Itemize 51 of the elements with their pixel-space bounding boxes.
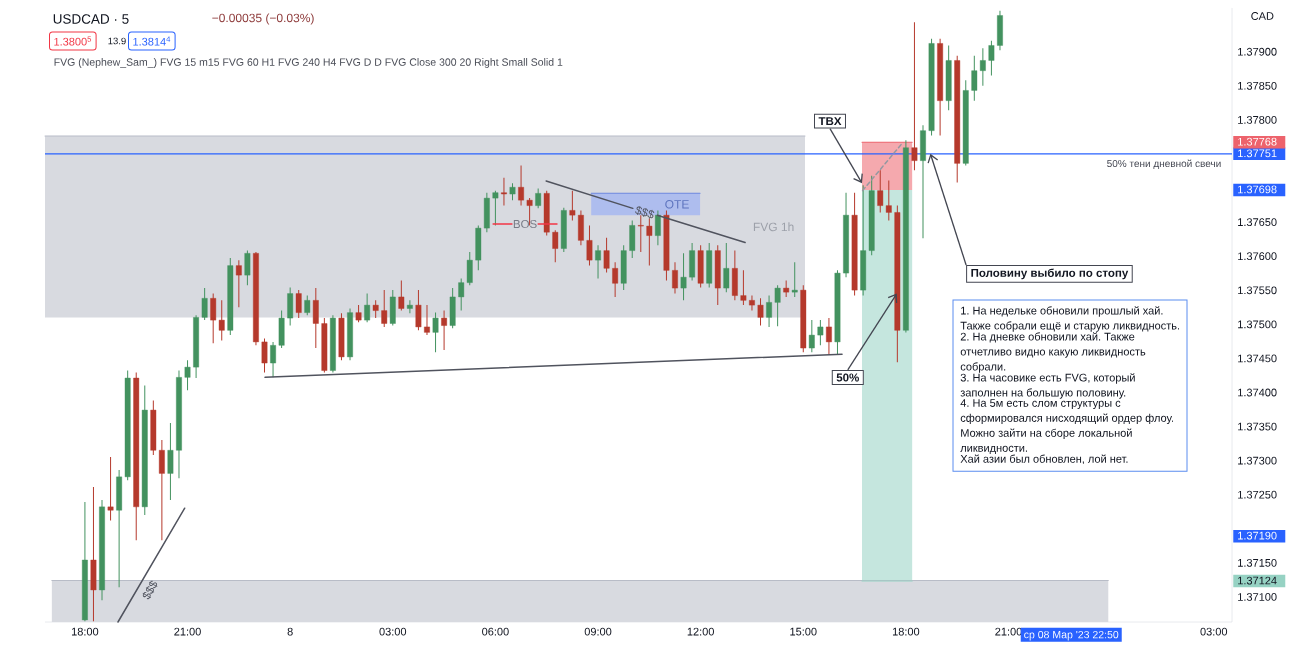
x-tick-label: 21:00 (174, 627, 201, 636)
annotation: 1.3800$^{5}$ (54, 36, 92, 46)
x-tick-label: 03:00 (379, 627, 407, 636)
y-tick-label: 1.37124 (1238, 576, 1277, 585)
annotation: BOS (513, 219, 537, 229)
y-tick-label: 1.37698 (1238, 185, 1277, 194)
x-tick-label: 18:00 (71, 627, 99, 636)
annotation: Половину выбило по стопу (971, 268, 1129, 280)
y-tick-label: 1.37768 (1238, 137, 1277, 146)
x-tick-label: 12:00 (687, 627, 714, 636)
y-tick-label: 1.37100 (1238, 593, 1277, 601)
annotation: $$$ (635, 206, 655, 219)
x-tick-label: 15:00 (790, 627, 817, 636)
y-tick-label: 1.37250 (1238, 490, 1277, 499)
ref-line-label: 50% тени дневной свечи (1107, 159, 1221, 169)
y-tick-label: 1.37751 (1238, 149, 1277, 158)
series-label: OTE (665, 200, 689, 209)
y-tick-label: 1.37300 (1238, 456, 1277, 465)
annotation: 50% (836, 373, 859, 382)
text: FVG 1h (753, 222, 794, 232)
annotation: 2. На дневке обновили хай. Также отчетливо видно какую ликвидность собрали. (960, 332, 1146, 373)
chart-subtitle: −0.00035 (−0.03%) (212, 13, 314, 25)
y-tick-label: 1.37500 (1238, 320, 1277, 329)
y-tick-label: 1.37350 (1238, 422, 1277, 431)
annotation: 1. На недельке обновили прошлый хай. Также собрали ещё и старую ликвидность. (960, 306, 1180, 332)
y-tick-label: 1.37190 (1238, 531, 1277, 540)
y-tick-label: 1.37150 (1238, 558, 1277, 567)
y-tick-label: 1.37650 (1238, 218, 1277, 227)
annotation: 1.3814$^{4}$ (133, 36, 171, 46)
annotation: FVG (Nephew_Sam_) FVG 15 m15 FVG 60 H1 FVG 240 H4 FVG D D FVG Close 300 20 Right Small Solid 1 (54, 58, 563, 68)
annotation: Хай азии был обновлен, лой нет. (960, 454, 1128, 465)
x-tick-label: 09:00 (584, 627, 612, 636)
x-tick-label: 18:00 (892, 627, 920, 636)
x-tick-label: ср 08 Мар '23 22:50 (1024, 630, 1119, 641)
y-tick-label: 1.37600 (1238, 252, 1277, 261)
annotation: TBX (818, 117, 842, 126)
annotation: 13.9 (108, 37, 126, 45)
y-tick-label: 1.37550 (1238, 286, 1277, 295)
y-tick-label: 1.37900 (1238, 47, 1277, 56)
y-axis-title: CAD (1251, 12, 1274, 20)
y-tick-label: 1.37400 (1238, 388, 1277, 397)
x-tick-label: 06:00 (482, 627, 509, 636)
y-tick-label: 1.37800 (1238, 116, 1277, 124)
y-tick-label: 1.37850 (1238, 81, 1277, 90)
annotation: $$$ (142, 580, 158, 600)
annotation: 4. На 5м есть слом структуры с сформировался нисходящий ордер флоу. Можно зайти на сборе локальной ликвидности. (960, 399, 1174, 454)
x-tick-label: 8 (287, 627, 293, 636)
x-tick-label: 03:00 (1200, 627, 1228, 636)
chart-title: USDCAD · 5 (53, 14, 129, 24)
annotation: 3. На часовике есть FVG, который заполнен на большую половину. (960, 373, 1135, 399)
y-tick-label: 1.37450 (1238, 354, 1277, 363)
